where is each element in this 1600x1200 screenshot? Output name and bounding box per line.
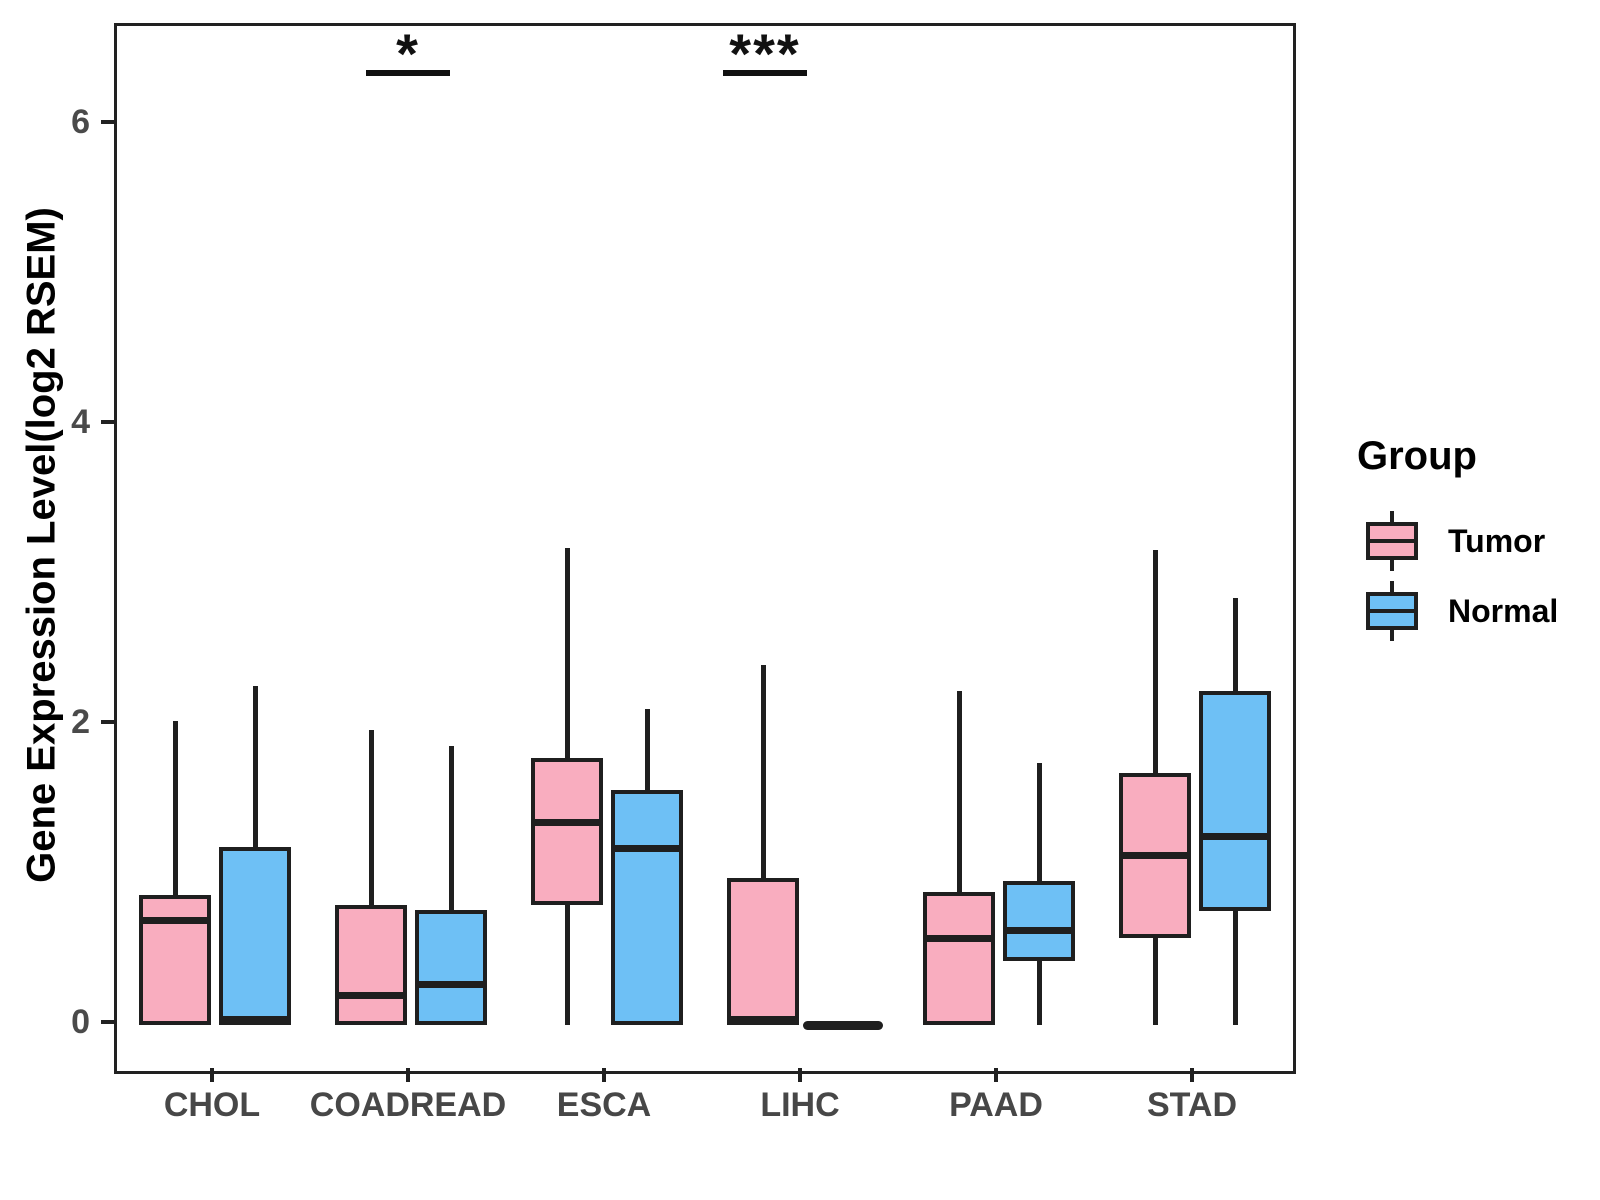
upper-whisker-normal-esca xyxy=(644,708,650,794)
y-tick-label-0: 0 xyxy=(71,1003,90,1041)
y-tick-mark-0 xyxy=(101,1020,114,1024)
upper-whisker-normal-coadread xyxy=(448,746,454,914)
box-normal-esca xyxy=(611,789,683,1025)
upper-whisker-normal-stad xyxy=(1232,597,1238,695)
y-tick-mark-4 xyxy=(101,420,114,424)
legend-label-normal: Normal xyxy=(1448,593,1559,629)
median-normal-esca xyxy=(615,844,679,852)
x-tick-mark-esca xyxy=(602,1068,606,1082)
box-normal-chol xyxy=(219,846,291,1025)
legend-entry-tumor: Tumor xyxy=(1364,506,1590,576)
upper-whisker-tumor-stad xyxy=(1152,549,1158,777)
legend-key-tumor-boxplot-icon xyxy=(1364,506,1424,576)
legend: Group Tumor Normal xyxy=(1330,430,1590,670)
box-normal-paad xyxy=(1003,881,1075,961)
median-normal-paad xyxy=(1007,927,1071,934)
significance-bar-coadread xyxy=(366,70,450,76)
x-tick-label-chol: CHOL xyxy=(163,1086,261,1124)
box-tumor-lihc xyxy=(727,878,799,1025)
x-tick-label-coadread: COADREAD xyxy=(309,1086,507,1124)
y-tick-mark-2 xyxy=(101,720,114,724)
x-tick-mark-paad xyxy=(994,1068,998,1082)
y-tick-label-6: 6 xyxy=(71,103,90,141)
median-tumor-paad xyxy=(927,934,991,942)
upper-whisker-tumor-paad xyxy=(956,690,962,896)
lower-whisker-normal-paad xyxy=(1036,956,1042,1025)
lower-whisker-normal-stad xyxy=(1232,907,1238,1025)
box-normal-coadread xyxy=(415,909,487,1025)
x-tick-mark-stad xyxy=(1190,1068,1194,1082)
legend-entry-normal: Normal xyxy=(1364,576,1590,646)
x-tick-label-stad: STAD xyxy=(1146,1086,1238,1124)
median-tumor-chol xyxy=(143,916,207,924)
upper-whisker-normal-chol xyxy=(252,686,258,851)
legend-glyph-median xyxy=(1370,609,1414,613)
y-tick-mark-6 xyxy=(101,120,114,124)
median-normal-coadread xyxy=(419,981,483,988)
x-tick-mark-lihc xyxy=(798,1068,802,1082)
x-tick-mark-chol xyxy=(210,1068,214,1082)
significance-stars-coadread: * xyxy=(396,22,420,85)
plot-panel xyxy=(114,23,1296,1074)
legend-key-normal-boxplot-icon xyxy=(1364,576,1424,646)
median-tumor-coadread xyxy=(339,991,403,999)
flat-box-normal-lihc xyxy=(803,1020,883,1030)
x-tick-mark-coadread xyxy=(406,1068,410,1082)
lower-whisker-tumor-esca xyxy=(564,901,570,1025)
significance-bar-lihc xyxy=(723,70,807,76)
y-tick-label-4: 4 xyxy=(71,403,90,441)
legend-label-tumor: Tumor xyxy=(1448,523,1546,559)
median-tumor-stad xyxy=(1123,852,1187,859)
x-tick-label-lihc: LIHC xyxy=(760,1086,840,1124)
box-normal-stad xyxy=(1199,690,1271,911)
box-tumor-esca xyxy=(531,758,603,905)
y-tick-label-2: 2 xyxy=(71,703,90,741)
upper-whisker-tumor-coadread xyxy=(368,729,374,909)
upper-whisker-tumor-esca xyxy=(564,548,570,762)
x-tick-label-esca: ESCA xyxy=(556,1086,652,1124)
median-normal-stad xyxy=(1203,832,1267,840)
box-tumor-coadread xyxy=(335,905,407,1025)
legend-title: Group xyxy=(1357,434,1477,478)
upper-whisker-tumor-chol xyxy=(172,720,178,899)
median-tumor-esca xyxy=(535,819,599,826)
median-normal-chol xyxy=(223,1016,287,1023)
x-tick-label-paad: PAAD xyxy=(949,1086,1043,1124)
legend-glyph-median xyxy=(1370,539,1414,543)
y-axis-title: Gene Expression Level(log2 RSEM) xyxy=(19,207,64,883)
box-tumor-chol xyxy=(139,894,211,1025)
significance-stars-lihc: *** xyxy=(729,22,801,85)
upper-whisker-normal-paad xyxy=(1036,762,1042,885)
median-tumor-lihc xyxy=(731,1016,795,1023)
upper-whisker-tumor-lihc xyxy=(760,665,766,882)
lower-whisker-tumor-stad xyxy=(1152,934,1158,1025)
box-tumor-paad xyxy=(923,891,995,1025)
